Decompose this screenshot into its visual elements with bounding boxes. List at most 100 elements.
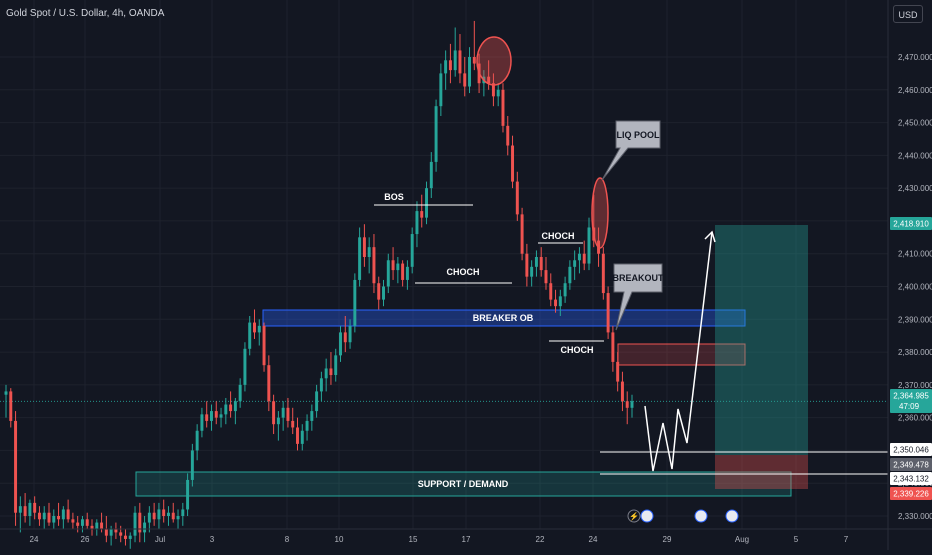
- candle[interactable]: [9, 388, 13, 428]
- candle[interactable]: [157, 502, 161, 530]
- candle[interactable]: [472, 20, 476, 71]
- candle[interactable]: [243, 342, 247, 392]
- candle[interactable]: [405, 260, 409, 290]
- symbol-title[interactable]: Gold Spot / U.S. Dollar, 4h, OANDA: [6, 8, 165, 19]
- candle[interactable]: [496, 83, 500, 107]
- candle[interactable]: [329, 352, 333, 385]
- candle[interactable]: [28, 499, 32, 526]
- liq-pool-circle[interactable]: [591, 177, 609, 249]
- candle[interactable]: [568, 260, 572, 290]
- candle[interactable]: [506, 116, 510, 156]
- candle[interactable]: [401, 260, 405, 287]
- candle[interactable]: [549, 273, 553, 307]
- candle[interactable]: [300, 424, 304, 451]
- candle[interactable]: [444, 50, 448, 90]
- candle[interactable]: [238, 378, 242, 408]
- candle[interactable]: [14, 411, 18, 526]
- candle[interactable]: [181, 502, 185, 526]
- candle[interactable]: [286, 397, 290, 428]
- candle[interactable]: [195, 424, 199, 461]
- candle[interactable]: [281, 401, 285, 431]
- candle[interactable]: [463, 57, 467, 97]
- candle[interactable]: [18, 496, 22, 533]
- candle[interactable]: [200, 407, 204, 438]
- us-flag-event-icon-2[interactable]: [694, 509, 708, 523]
- price-label[interactable]: 2,350.046: [890, 443, 932, 456]
- candle[interactable]: [80, 516, 84, 533]
- stop-zone[interactable]: [715, 455, 808, 489]
- candle[interactable]: [515, 171, 519, 221]
- candle[interactable]: [625, 391, 629, 425]
- candle[interactable]: [606, 286, 610, 339]
- candle[interactable]: [620, 371, 624, 412]
- candle[interactable]: [42, 506, 46, 530]
- candle[interactable]: [71, 512, 75, 530]
- candle[interactable]: [233, 397, 237, 425]
- candle[interactable]: [276, 411, 280, 441]
- support-demand-zone[interactable]: [135, 471, 792, 497]
- candle[interactable]: [296, 417, 299, 451]
- candle[interactable]: [601, 247, 605, 300]
- candle[interactable]: [453, 27, 457, 77]
- candle[interactable]: [616, 352, 620, 392]
- candle[interactable]: [147, 506, 151, 533]
- liq-pool-callout[interactable]: [601, 120, 661, 181]
- candle[interactable]: [334, 348, 338, 382]
- candle[interactable]: [267, 355, 271, 412]
- candle[interactable]: [4, 384, 8, 418]
- candle[interactable]: [534, 250, 538, 277]
- candle[interactable]: [501, 83, 505, 133]
- candle[interactable]: [439, 63, 443, 117]
- candle[interactable]: [166, 506, 170, 526]
- candle[interactable]: [119, 525, 123, 543]
- candle[interactable]: [415, 201, 419, 248]
- top-circle[interactable]: [476, 36, 512, 86]
- candle[interactable]: [458, 34, 462, 84]
- x-axis[interactable]: 24 26 Jul 3 8 10 15 17 22 24 29 Aug 5 7: [0, 528, 932, 544]
- price-label[interactable]: 2,343.132: [890, 472, 932, 485]
- candle[interactable]: [47, 502, 51, 526]
- candle[interactable]: [468, 47, 472, 94]
- us-flag-event-icon-1[interactable]: [640, 509, 654, 523]
- breaker-ob-zone[interactable]: [262, 309, 746, 327]
- candle[interactable]: [76, 516, 80, 533]
- candle[interactable]: [377, 276, 381, 310]
- candle[interactable]: [487, 60, 491, 90]
- candle[interactable]: [348, 319, 352, 349]
- candle[interactable]: [171, 502, 175, 523]
- candle[interactable]: [391, 247, 395, 280]
- candle[interactable]: [152, 502, 156, 526]
- candle[interactable]: [310, 404, 314, 431]
- candle[interactable]: [209, 404, 213, 431]
- candle[interactable]: [386, 253, 390, 294]
- candle[interactable]: [229, 391, 233, 418]
- candle[interactable]: [520, 207, 524, 261]
- candle[interactable]: [491, 73, 495, 107]
- price-label[interactable]: 2,349.478: [890, 458, 932, 471]
- candle[interactable]: [630, 394, 634, 418]
- candle[interactable]: [291, 407, 295, 435]
- candle[interactable]: [563, 276, 567, 303]
- candle[interactable]: [133, 506, 137, 543]
- candle[interactable]: [186, 473, 190, 516]
- candle[interactable]: [176, 509, 180, 530]
- candle[interactable]: [57, 502, 61, 526]
- candle[interactable]: [61, 506, 65, 530]
- candle[interactable]: [272, 394, 276, 435]
- candle[interactable]: [257, 319, 261, 346]
- candle[interactable]: [530, 260, 534, 287]
- candle[interactable]: [362, 224, 366, 267]
- candle[interactable]: [253, 309, 256, 339]
- price-label[interactable]: 2,418.910: [890, 217, 932, 230]
- candle[interactable]: [429, 152, 433, 198]
- candle[interactable]: [219, 407, 223, 428]
- candle[interactable]: [434, 99, 438, 172]
- candle[interactable]: [138, 502, 142, 543]
- candle[interactable]: [190, 443, 194, 487]
- candle[interactable]: [353, 273, 357, 333]
- candle[interactable]: [525, 243, 529, 287]
- price-label[interactable]: 2,339.226: [890, 487, 932, 500]
- candle[interactable]: [372, 234, 376, 294]
